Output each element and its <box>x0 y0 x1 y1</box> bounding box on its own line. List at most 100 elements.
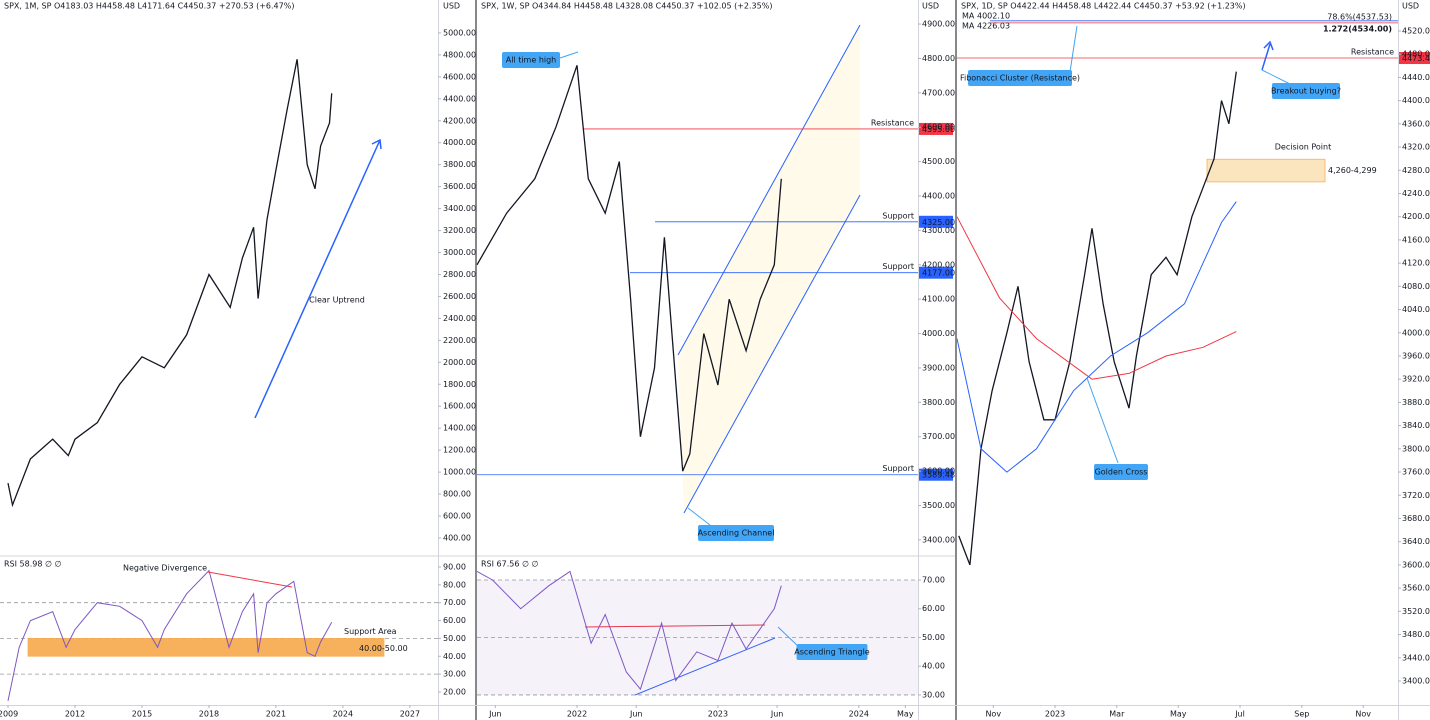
chart-header: SPX, 1M, SP O4183.03 H4458.48 L4171.64 C… <box>4 2 294 11</box>
series-line <box>7 59 333 508</box>
x-tick-label: 2023 <box>1045 710 1065 719</box>
callout-text: Ascending Triangle <box>794 648 870 657</box>
triangle-top <box>584 624 766 628</box>
y-tick-label: 4500.00 <box>922 157 955 166</box>
y-tick-label: 3680.00 <box>1402 514 1430 523</box>
y-tick-label: 3400.00 <box>443 204 476 213</box>
zone-name: Support Area <box>344 627 397 636</box>
y-tick-label: 3840.00 <box>1402 421 1430 430</box>
y-tick-label: 1400.00 <box>443 424 476 433</box>
y-tick-label: 4900.00 <box>922 20 955 29</box>
y-tick-label: 3200.00 <box>443 226 476 235</box>
y-tick-label: 4700.00 <box>922 88 955 97</box>
y-tick-label: 90.00 <box>443 562 466 571</box>
legend-value: 4002.10 <box>977 12 1010 21</box>
zone-label: 4,260-4,299 <box>1328 166 1377 175</box>
y-tick-label: 3400.00 <box>1402 676 1430 685</box>
x-tick-label: 2015 <box>132 710 152 719</box>
y-tick-label: 1800.00 <box>443 380 476 389</box>
x-tick-label: Sep <box>1294 710 1309 719</box>
y-tick-label: 2200.00 <box>443 336 476 345</box>
callout-text: All time high <box>506 56 557 65</box>
y-tick-label: 2400.00 <box>443 314 476 323</box>
x-tick-label: May <box>897 710 914 719</box>
y-tick-label: 4200.00 <box>1402 212 1430 221</box>
y-tick-label: 3520.00 <box>1402 607 1430 616</box>
y-tick-label: 4120.00 <box>1402 259 1430 268</box>
y-tick-label: 4240.00 <box>1402 189 1430 198</box>
zone-name: Decision Point <box>1275 143 1331 152</box>
breakout-arrow <box>1261 43 1271 71</box>
y-tick-label: 30.00 <box>922 690 945 699</box>
y-tick-label: 600.00 <box>443 512 471 521</box>
channel-fill <box>678 25 860 513</box>
y-tick-label: 4800.00 <box>443 50 476 59</box>
x-tick-label: 2022 <box>567 710 587 719</box>
y-tick-label: 40.00 <box>443 652 466 661</box>
y-tick-label: 2000.00 <box>443 358 476 367</box>
x-tick-label: 2012 <box>65 710 85 719</box>
x-tick-label: Mar <box>1109 710 1125 719</box>
y-tick-label: 3480.00 <box>1402 630 1430 639</box>
level-label: 4325.00 <box>922 218 955 227</box>
level-tag <box>919 122 953 135</box>
y-tick-label: 4320.00 <box>1402 143 1430 152</box>
x-tick-label: Jul <box>1234 710 1245 719</box>
y-tick-label: 30.00 <box>443 670 466 679</box>
chart-header: RSI 67.56 ∅ ∅ <box>481 560 538 569</box>
zone-label: 40.00-50.00 <box>359 644 408 653</box>
y-tick-label: 4000.00 <box>1402 328 1430 337</box>
y-tick-label: 80.00 <box>443 580 466 589</box>
y-tick-label: 4400.00 <box>1402 96 1430 105</box>
y-tick-label: 3900.00 <box>922 363 955 372</box>
level-label: 4177.00 <box>922 269 955 278</box>
x-tick-label: 2023 <box>708 710 728 719</box>
y-tick-label: 5000.00 <box>443 28 476 37</box>
channel-line <box>683 194 861 514</box>
y-tick-label: 4400.00 <box>922 192 955 201</box>
y-tick-label: 4040.00 <box>1402 305 1430 314</box>
chart-header: SPX, 1D, SP O4422.44 H4458.48 L4422.44 C… <box>961 2 1246 11</box>
level-label: 1.272(4534.00) <box>1323 24 1392 33</box>
callout <box>968 70 1072 86</box>
callout <box>796 644 868 660</box>
y-tick-label: 2600.00 <box>443 292 476 301</box>
y-tick-label: 4080.00 <box>1402 282 1430 291</box>
triangle-bottom <box>634 637 776 696</box>
callout <box>502 52 560 68</box>
y-tick-label: 3800.00 <box>443 160 476 169</box>
y-tick-label: 3720.00 <box>1402 491 1430 500</box>
x-tick-label: Jun <box>770 710 784 719</box>
level-label: 4595.00 <box>922 125 955 134</box>
x-tick-label: 2018 <box>199 710 219 719</box>
level-label: 4473.43 <box>1402 54 1430 63</box>
y-tick-label: 4200.00 <box>922 260 955 269</box>
y-tick-label: 4160.00 <box>1402 235 1430 244</box>
y-tick-label: 3000.00 <box>443 248 476 257</box>
y-tick-label: 3960.00 <box>1402 351 1430 360</box>
trend-arrow <box>254 139 381 419</box>
x-tick-label: May <box>1170 710 1187 719</box>
callout <box>1094 464 1148 480</box>
y-tick-label: 4600.00 <box>443 72 476 81</box>
y-tick-label: 4480.00 <box>1402 50 1430 59</box>
y-tick-label: 3800.00 <box>1402 444 1430 453</box>
axis-unit: USD <box>1402 2 1419 11</box>
y-tick-label: 4300.00 <box>922 226 955 235</box>
callout-text: Golden Cross <box>1095 468 1148 477</box>
y-tick-label: 3440.00 <box>1402 653 1430 662</box>
level-tag <box>919 468 953 481</box>
y-tick-label: 60.00 <box>922 604 945 613</box>
y-tick-label: 4600.00 <box>922 123 955 132</box>
y-tick-label: 4800.00 <box>922 54 955 63</box>
chart-header: RSI 58.98 ∅ ∅ <box>4 560 61 569</box>
level-name: Support <box>882 262 914 271</box>
callout-text: Fibonacci Cluster (Resistance) <box>960 74 1080 83</box>
y-tick-label: 3760.00 <box>1402 468 1430 477</box>
y-tick-label: 4280.00 <box>1402 166 1430 175</box>
y-tick-label: 3600.00 <box>443 182 476 191</box>
y-tick-label: 50.00 <box>922 633 945 642</box>
series-line <box>476 570 782 691</box>
y-tick-label: 60.00 <box>443 616 466 625</box>
